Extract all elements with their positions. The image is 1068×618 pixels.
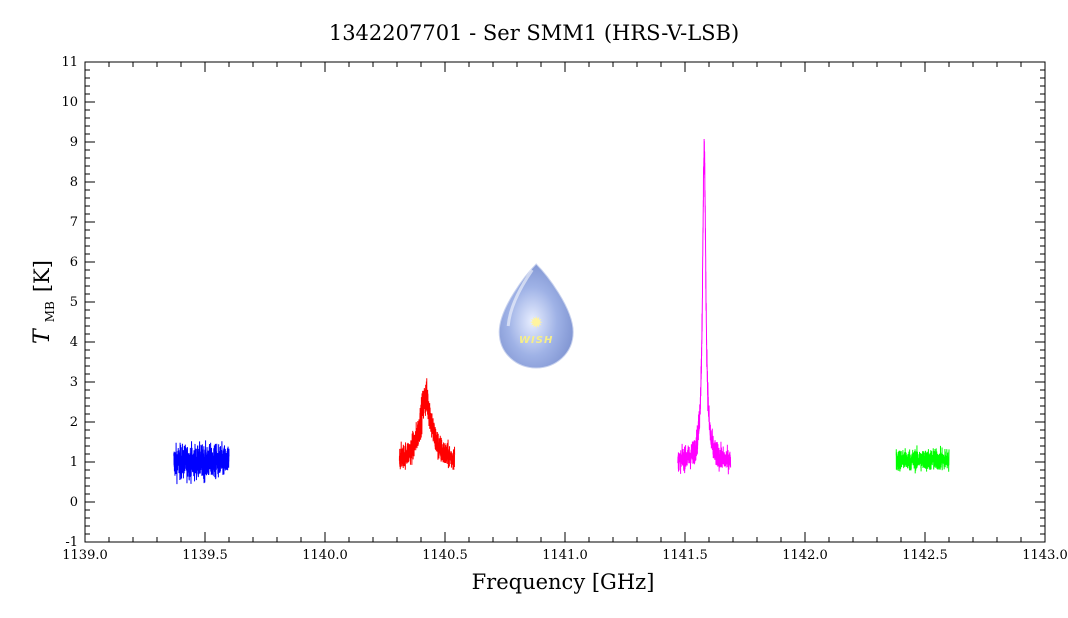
drop-highlight xyxy=(506,269,534,327)
plot-frame xyxy=(84,61,1046,543)
wish-logo: ✹ WISH xyxy=(498,263,574,369)
y-tick-label: 5 xyxy=(70,295,78,310)
spectrum-series-3 xyxy=(677,139,732,475)
star-icon: ✹ xyxy=(529,313,542,332)
y-axis-symbol: T xyxy=(30,327,55,344)
wish-logo-text: WISH xyxy=(519,335,553,346)
spectrum-series-2 xyxy=(398,378,456,471)
x-tick-label: 1139.0 xyxy=(62,548,108,563)
y-tick-label: 6 xyxy=(70,255,78,270)
y-tick-label: 3 xyxy=(70,375,78,390)
y-tick-label: -1 xyxy=(65,535,78,550)
y-tick-label: 2 xyxy=(70,415,78,430)
x-tick-label: 1139.5 xyxy=(182,548,228,563)
spectrum-series-4 xyxy=(895,445,950,474)
x-axis-label: Frequency [GHz] xyxy=(472,570,655,594)
y-tick-label: 7 xyxy=(70,215,78,230)
water-drop-icon xyxy=(498,263,574,369)
y-tick-label: 0 xyxy=(70,495,78,510)
y-axis-unit: [K] xyxy=(30,260,54,292)
spectrum-series-1 xyxy=(173,440,230,485)
y-tick-label: 9 xyxy=(70,135,78,150)
y-axis-label: T MB [K] xyxy=(30,260,58,344)
x-tick-label: 1140.5 xyxy=(422,548,468,563)
y-tick-label: 10 xyxy=(61,95,78,110)
axis-ticks xyxy=(84,61,1046,543)
chart-title: 1342207701 - Ser SMM1 (HRS-V-LSB) xyxy=(329,21,739,45)
x-tick-label: 1141.0 xyxy=(542,548,588,563)
y-tick-label: 4 xyxy=(70,335,78,350)
y-tick-label: 11 xyxy=(61,55,78,70)
x-tick-label: 1140.0 xyxy=(302,548,348,563)
y-tick-label: 8 xyxy=(70,175,78,190)
x-tick-label: 1141.5 xyxy=(662,548,708,563)
x-tick-label: 1143.0 xyxy=(1022,548,1068,563)
x-tick-label: 1142.0 xyxy=(782,548,828,563)
y-axis-subscript: MB xyxy=(43,301,57,322)
series-layer xyxy=(173,139,950,485)
y-tick-label: 1 xyxy=(70,455,78,470)
x-tick-label: 1142.5 xyxy=(902,548,948,563)
x-tick-labels: 1139.0 1139.5 1140.0 1140.5 1141.0 1141.5 1142… xyxy=(62,548,1068,563)
y-tick-labels: -1 0 1 2 3 4 5 6 7 8 9 10 11 xyxy=(61,55,78,550)
